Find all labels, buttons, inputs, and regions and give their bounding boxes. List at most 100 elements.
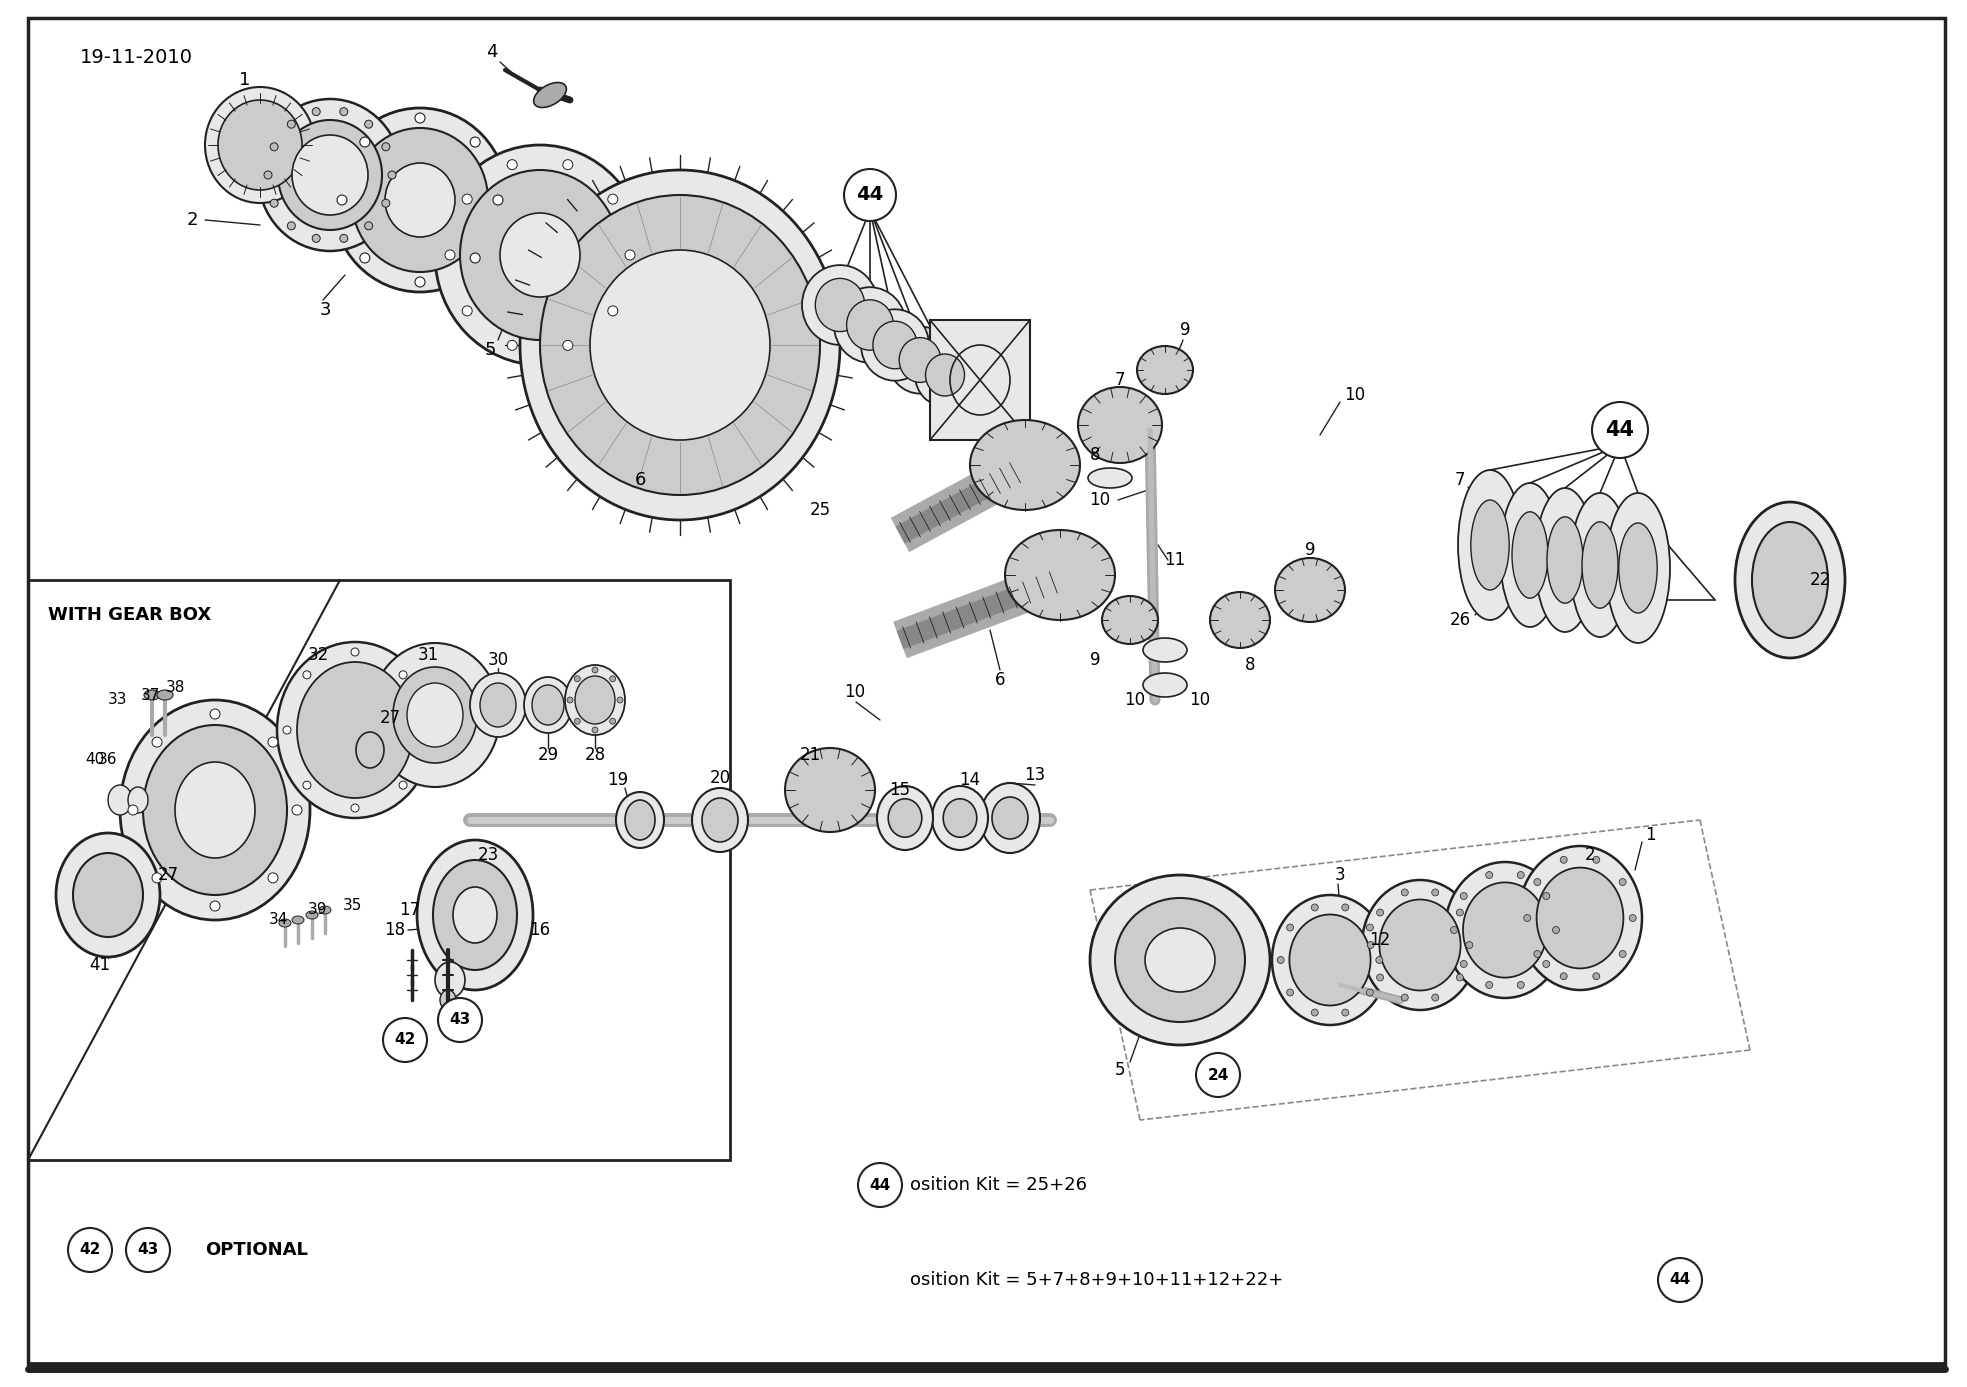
Circle shape [1524,914,1530,921]
Circle shape [1619,950,1627,957]
Bar [28,580,730,1160]
Ellipse shape [692,788,747,852]
Circle shape [340,108,348,115]
Text: 37: 37 [140,688,159,702]
Circle shape [340,234,348,243]
Circle shape [264,171,271,179]
Circle shape [574,718,580,724]
Ellipse shape [814,279,865,331]
Ellipse shape [531,685,565,725]
Ellipse shape [370,644,500,786]
Text: 6: 6 [633,472,645,490]
Circle shape [1593,856,1599,863]
Ellipse shape [970,420,1080,510]
Circle shape [563,160,572,169]
Circle shape [151,736,161,748]
Circle shape [382,200,389,207]
Ellipse shape [991,798,1029,839]
Circle shape [592,667,598,673]
Text: 42: 42 [79,1243,100,1258]
Ellipse shape [433,860,517,970]
Circle shape [360,137,370,147]
Ellipse shape [834,287,907,363]
Circle shape [126,1227,169,1272]
Ellipse shape [785,748,875,832]
Ellipse shape [348,723,391,778]
Ellipse shape [1534,488,1595,632]
Circle shape [69,1227,112,1272]
Ellipse shape [277,642,433,818]
Ellipse shape [1143,673,1186,698]
Ellipse shape [846,300,893,350]
Ellipse shape [889,799,923,838]
Text: 2: 2 [187,211,199,229]
Circle shape [608,194,618,204]
Circle shape [470,137,480,147]
Text: 36: 36 [98,753,118,767]
Circle shape [269,200,277,207]
Circle shape [1286,989,1294,996]
Circle shape [462,194,472,204]
Text: 30: 30 [488,651,509,669]
Text: 43: 43 [138,1243,159,1258]
Ellipse shape [1088,467,1131,488]
Circle shape [1460,892,1467,900]
Ellipse shape [1519,846,1642,990]
Circle shape [1377,974,1383,981]
Text: 10: 10 [844,682,865,700]
Ellipse shape [128,786,148,813]
Circle shape [360,252,370,264]
Ellipse shape [616,792,665,847]
Circle shape [415,112,425,123]
Ellipse shape [279,920,291,927]
Ellipse shape [470,673,525,736]
Text: 10: 10 [1125,691,1145,709]
Ellipse shape [332,108,507,293]
Text: 32: 32 [307,646,328,664]
Text: 1: 1 [240,71,250,89]
Circle shape [1517,871,1524,878]
Circle shape [1367,942,1375,949]
Ellipse shape [205,87,315,203]
Ellipse shape [1115,897,1245,1022]
Circle shape [399,781,407,789]
Text: 44: 44 [869,1178,891,1193]
Ellipse shape [1379,900,1461,990]
Text: 14: 14 [960,771,982,789]
Ellipse shape [1143,638,1186,662]
Ellipse shape [944,799,978,838]
Text: 28: 28 [584,746,606,764]
Text: 38: 38 [165,681,185,695]
Text: 18: 18 [384,921,405,939]
Text: 10: 10 [1090,491,1111,509]
Ellipse shape [887,326,952,394]
Ellipse shape [932,786,987,850]
Ellipse shape [480,682,515,727]
Text: 1: 1 [1644,827,1656,845]
Ellipse shape [144,725,287,895]
Circle shape [303,671,311,678]
Ellipse shape [1145,928,1216,992]
Circle shape [336,196,346,205]
Ellipse shape [899,337,940,383]
Ellipse shape [1361,879,1477,1010]
Ellipse shape [73,853,144,938]
Ellipse shape [175,761,256,859]
Circle shape [1534,878,1540,885]
Circle shape [1560,856,1568,863]
Text: 44: 44 [1670,1272,1690,1287]
Ellipse shape [877,786,932,850]
Ellipse shape [108,785,132,816]
Ellipse shape [460,171,620,340]
Circle shape [1465,942,1473,949]
Text: 12: 12 [1369,931,1391,949]
Circle shape [445,250,454,259]
Circle shape [1542,892,1550,900]
Circle shape [268,872,277,884]
Text: WITH GEAR BOX: WITH GEAR BOX [47,606,210,624]
Ellipse shape [441,990,456,1010]
Circle shape [844,169,897,221]
Circle shape [384,1018,427,1062]
Circle shape [1460,960,1467,968]
Ellipse shape [1446,861,1566,999]
